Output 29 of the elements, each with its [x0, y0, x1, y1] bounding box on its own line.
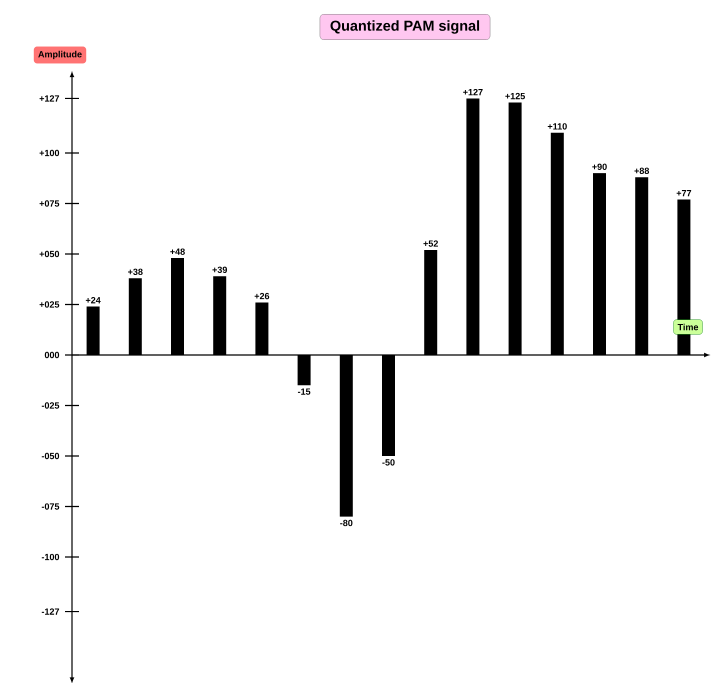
data-label: -50 — [382, 459, 395, 466]
data-label: -15 — [298, 388, 310, 395]
y-tick-label: -100 — [42, 554, 60, 560]
y-axis-title: Amplitude — [38, 50, 82, 60]
y-tick-label: -050 — [42, 452, 60, 460]
y-tick-label: +025 — [40, 301, 60, 308]
data-label: +52 — [423, 240, 438, 247]
data-label: +26 — [254, 292, 270, 300]
data-label: +110 — [548, 123, 567, 130]
data-label: +90 — [592, 164, 607, 170]
y-tick-label: -025 — [42, 402, 60, 409]
data-label: +88 — [634, 168, 650, 174]
chart-title: Quantized PAM signal — [330, 20, 480, 34]
y-tick-label: 000 — [44, 352, 60, 358]
data-label: +24 — [86, 297, 101, 304]
data-label: +127 — [463, 88, 483, 96]
x-axis-title: Time — [678, 324, 698, 330]
y-tick-label: -075 — [42, 503, 60, 510]
y-tick-label: +100 — [40, 150, 60, 156]
data-label: -80 — [340, 520, 352, 526]
y-tick-label: -127 — [42, 608, 60, 615]
data-label: +38 — [128, 268, 143, 276]
y-tick-label: +075 — [40, 200, 60, 207]
data-label: +48 — [170, 248, 185, 255]
y-tick-label: +127 — [40, 95, 60, 102]
data-label: +39 — [212, 266, 228, 274]
data-label: +77 — [676, 190, 692, 196]
data-label: +125 — [505, 92, 525, 100]
y-tick-label: +050 — [40, 250, 60, 258]
